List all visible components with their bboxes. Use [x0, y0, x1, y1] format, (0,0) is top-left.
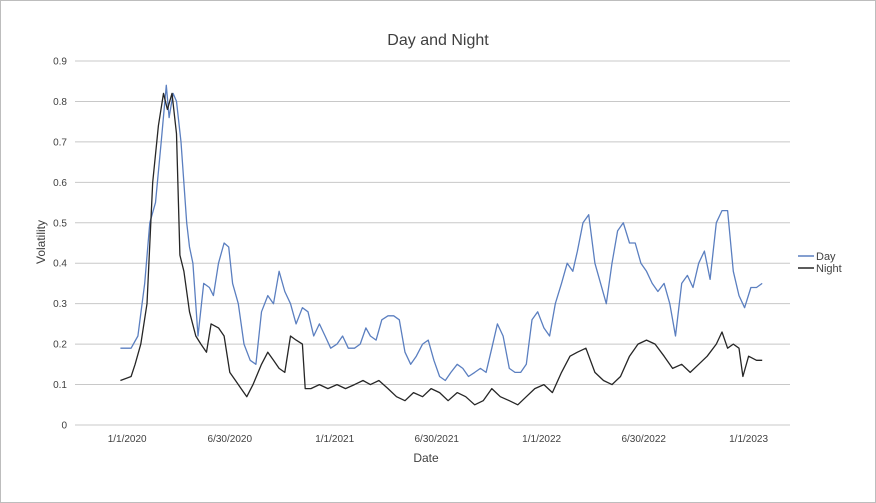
chart-title: Day and Night [387, 32, 489, 49]
x-tick-label: 1/1/2022 [522, 434, 561, 445]
x-tick-label: 1/1/2020 [108, 434, 147, 445]
x-axis-label: Date [413, 451, 439, 465]
y-tick-label: 0 [61, 421, 67, 432]
x-tick-label: 6/30/2022 [621, 434, 666, 445]
y-tick-label: 0.6 [53, 178, 67, 189]
y-axis-label: Volatility [34, 220, 48, 264]
y-tick-label: 0.9 [53, 57, 67, 68]
y-tick-label: 0.2 [53, 340, 67, 351]
y-tick-label: 0.7 [53, 137, 67, 148]
y-tick-label: 0.4 [53, 259, 67, 270]
y-tick-label: 0.1 [53, 380, 67, 391]
x-tick-label: 6/30/2021 [415, 434, 460, 445]
x-tick-label: 6/30/2020 [208, 434, 253, 445]
y-tick-label: 0.5 [53, 218, 67, 229]
x-tick-label: 1/1/2021 [315, 434, 354, 445]
legend-label-day: Day [816, 251, 836, 263]
series-line-day [120, 84, 763, 382]
y-tick-labels: 0 0.1 0.2 0.3 0.4 0.5 0.6 0.7 0.8 0.9 [53, 57, 67, 432]
legend-label-night: Night [816, 263, 842, 275]
series-line-night [120, 92, 763, 406]
series-lines [120, 84, 763, 406]
gridlines [75, 60, 790, 426]
x-tick-label: 1/1/2023 [729, 434, 768, 445]
y-tick-label: 0.3 [53, 299, 67, 310]
y-tick-label: 0.8 [53, 97, 67, 108]
x-tick-labels: 1/1/2020 6/30/2020 1/1/2021 6/30/2021 1/1/20… [108, 434, 769, 445]
